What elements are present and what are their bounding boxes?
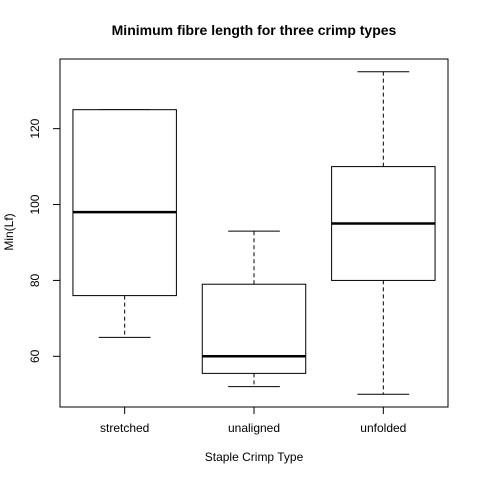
- chart-title: Minimum fibre length for three crimp typ…: [112, 22, 397, 38]
- x-axis-label: Staple Crimp Type: [205, 450, 304, 464]
- y-tick-label-120: 120: [28, 118, 42, 138]
- y-axis-label: Min(Lf): [2, 213, 16, 250]
- box-stretched: [72, 109, 177, 297]
- y-tick-label-60: 60: [28, 349, 42, 363]
- y-tick-label-80: 80: [28, 273, 42, 287]
- plot-area: 60 80 100 120 stretched unaligned unfolded: [28, 58, 449, 435]
- y-tick-label-100: 100: [28, 194, 42, 214]
- x-tick-label-stretched: stretched: [100, 421, 149, 435]
- box-unaligned: [201, 283, 307, 374]
- x-tick-label-unfolded: unfolded: [360, 421, 406, 435]
- x-tick-label-unaligned: unaligned: [228, 421, 280, 435]
